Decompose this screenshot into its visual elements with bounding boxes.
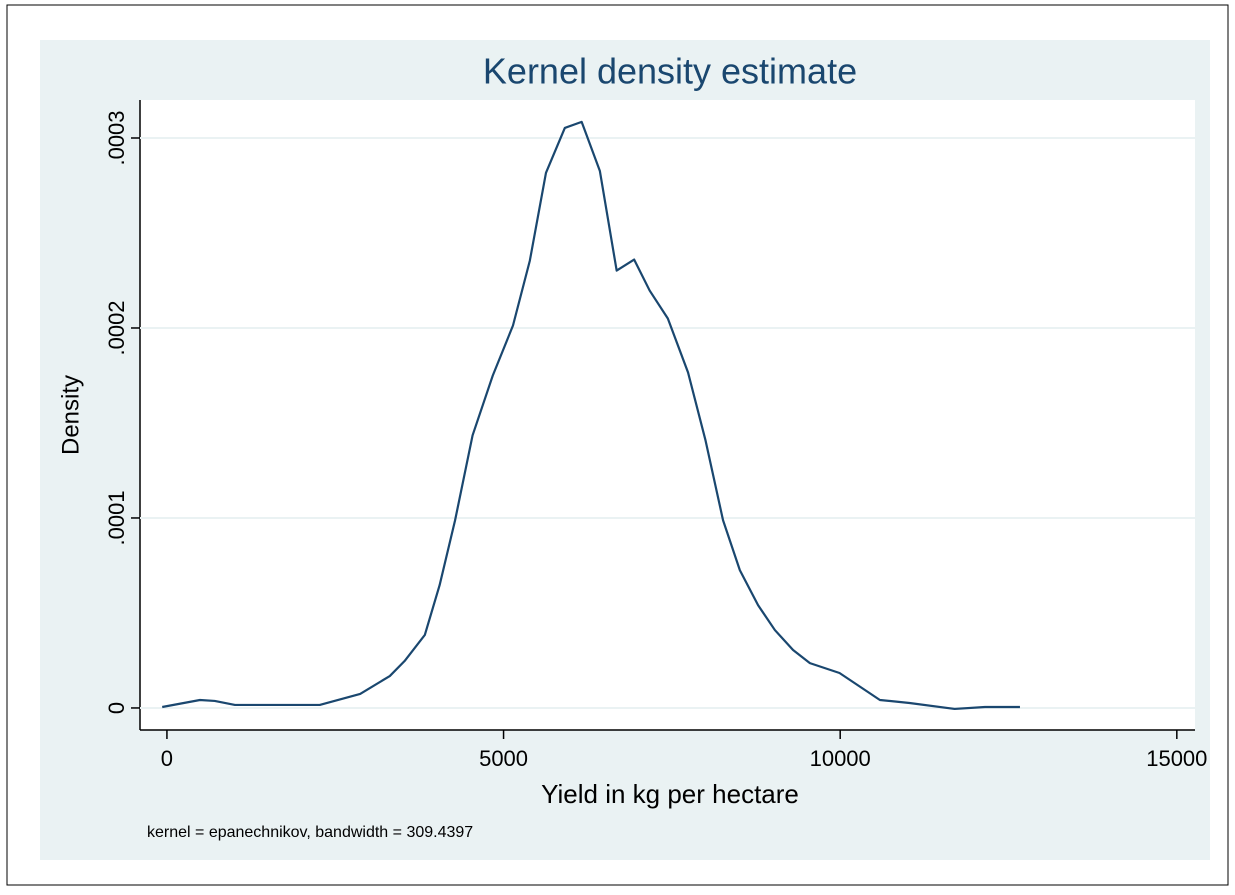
note: kernel = epanechnikov, bandwidth = 309.4… <box>147 824 473 841</box>
y-tick-label: .0001 <box>104 490 129 545</box>
x-tick-label: 10000 <box>810 746 871 771</box>
plot-region <box>140 100 1195 730</box>
y-tick-label: .0002 <box>104 300 129 355</box>
x-tick-label: 5000 <box>479 746 528 771</box>
chart-title: Kernel density estimate <box>483 51 857 92</box>
x-axis-label: Yield in kg per hectare <box>541 779 799 809</box>
density-line <box>162 120 1020 711</box>
y-tick-label: 0 <box>104 702 129 714</box>
y-tick-label: .0003 <box>104 110 129 165</box>
x-tick-label: 0 <box>161 746 173 771</box>
y-axis-label: Density <box>57 375 84 455</box>
x-tick-label: 15000 <box>1146 746 1207 771</box>
